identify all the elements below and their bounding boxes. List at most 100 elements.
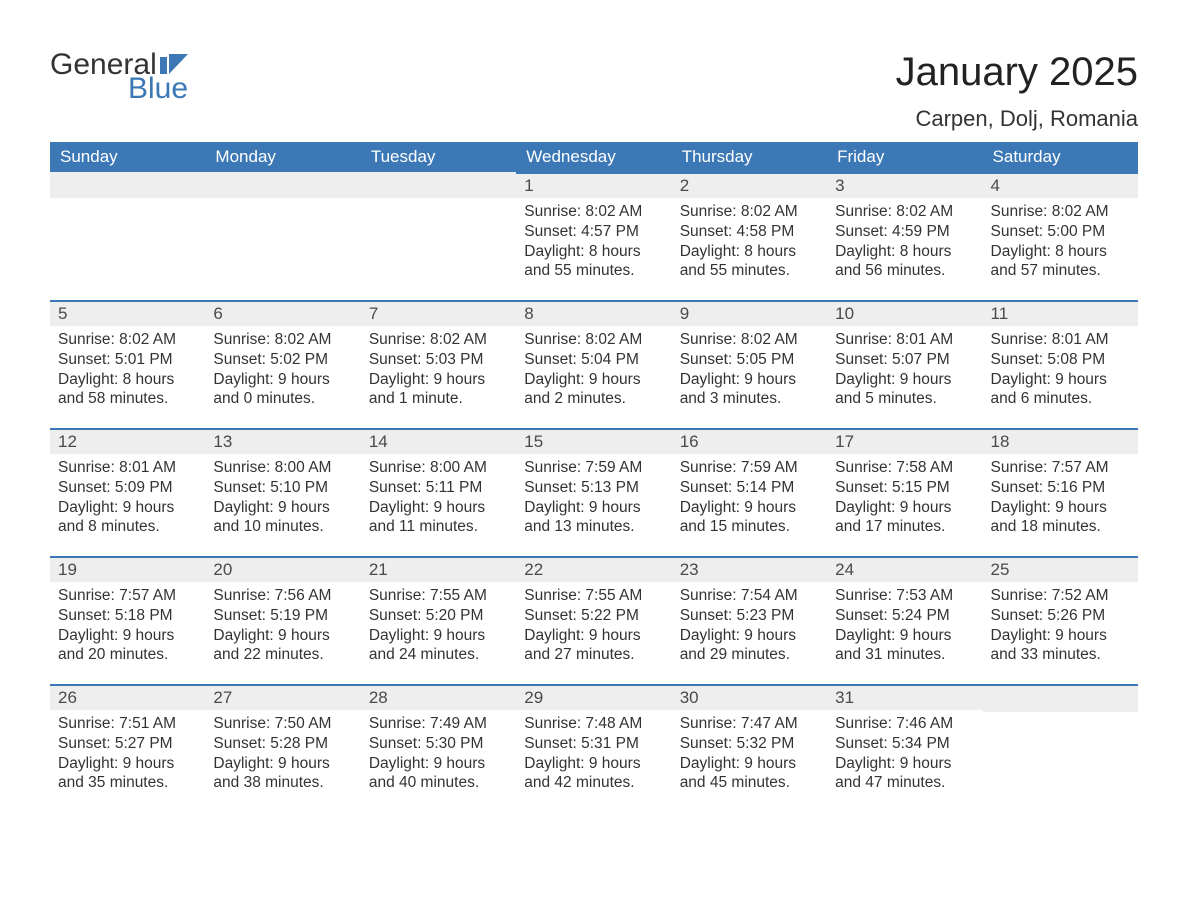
- calendar-cell: 9Sunrise: 8:02 AMSunset: 5:05 PMDaylight…: [672, 300, 827, 428]
- daylight-text: Daylight: 9 hours and 2 minutes.: [524, 370, 663, 410]
- day-number: 2: [672, 172, 827, 198]
- day-details: Sunrise: 7:54 AMSunset: 5:23 PMDaylight:…: [672, 582, 827, 673]
- calendar-cell: 30Sunrise: 7:47 AMSunset: 5:32 PMDayligh…: [672, 684, 827, 812]
- day-number: 19: [50, 556, 205, 582]
- daylight-text: Daylight: 9 hours and 17 minutes.: [835, 498, 974, 538]
- calendar-cell: 7Sunrise: 8:02 AMSunset: 5:03 PMDaylight…: [361, 300, 516, 428]
- day-details: Sunrise: 8:01 AMSunset: 5:08 PMDaylight:…: [983, 326, 1138, 417]
- sunset-text: Sunset: 5:04 PM: [524, 350, 663, 370]
- day-details: Sunrise: 7:48 AMSunset: 5:31 PMDaylight:…: [516, 710, 671, 801]
- day-number: [361, 172, 516, 198]
- weekday-header: Friday: [827, 142, 982, 172]
- sunset-text: Sunset: 5:15 PM: [835, 478, 974, 498]
- sunrise-text: Sunrise: 7:46 AM: [835, 714, 974, 734]
- sunrise-text: Sunrise: 8:02 AM: [213, 330, 352, 350]
- sunrise-text: Sunrise: 7:59 AM: [524, 458, 663, 478]
- daylight-text: Daylight: 9 hours and 5 minutes.: [835, 370, 974, 410]
- calendar-table: Sunday Monday Tuesday Wednesday Thursday…: [50, 142, 1138, 812]
- daylight-text: Daylight: 9 hours and 15 minutes.: [680, 498, 819, 538]
- calendar-cell: [50, 172, 205, 300]
- daylight-text: Daylight: 9 hours and 27 minutes.: [524, 626, 663, 666]
- sunset-text: Sunset: 5:14 PM: [680, 478, 819, 498]
- weekday-header: Sunday: [50, 142, 205, 172]
- sunset-text: Sunset: 5:20 PM: [369, 606, 508, 626]
- day-details: Sunrise: 7:56 AMSunset: 5:19 PMDaylight:…: [205, 582, 360, 673]
- daylight-text: Daylight: 9 hours and 3 minutes.: [680, 370, 819, 410]
- calendar-cell: 27Sunrise: 7:50 AMSunset: 5:28 PMDayligh…: [205, 684, 360, 812]
- day-details: Sunrise: 8:02 AMSunset: 5:05 PMDaylight:…: [672, 326, 827, 417]
- daylight-text: Daylight: 9 hours and 10 minutes.: [213, 498, 352, 538]
- sunrise-text: Sunrise: 8:02 AM: [369, 330, 508, 350]
- calendar-cell: 23Sunrise: 7:54 AMSunset: 5:23 PMDayligh…: [672, 556, 827, 684]
- day-number: 21: [361, 556, 516, 582]
- daylight-text: Daylight: 8 hours and 55 minutes.: [524, 242, 663, 282]
- calendar-cell: 3Sunrise: 8:02 AMSunset: 4:59 PMDaylight…: [827, 172, 982, 300]
- day-number: 13: [205, 428, 360, 454]
- sunrise-text: Sunrise: 7:50 AM: [213, 714, 352, 734]
- daylight-text: Daylight: 9 hours and 45 minutes.: [680, 754, 819, 794]
- calendar-cell: 18Sunrise: 7:57 AMSunset: 5:16 PMDayligh…: [983, 428, 1138, 556]
- day-details: Sunrise: 8:02 AMSunset: 5:03 PMDaylight:…: [361, 326, 516, 417]
- day-number: 6: [205, 300, 360, 326]
- sunset-text: Sunset: 5:00 PM: [991, 222, 1130, 242]
- sunrise-text: Sunrise: 8:00 AM: [213, 458, 352, 478]
- sunrise-text: Sunrise: 7:55 AM: [369, 586, 508, 606]
- sunset-text: Sunset: 5:34 PM: [835, 734, 974, 754]
- sunset-text: Sunset: 5:08 PM: [991, 350, 1130, 370]
- day-details: Sunrise: 8:02 AMSunset: 5:02 PMDaylight:…: [205, 326, 360, 417]
- day-details: Sunrise: 7:52 AMSunset: 5:26 PMDaylight:…: [983, 582, 1138, 673]
- sunrise-text: Sunrise: 7:54 AM: [680, 586, 819, 606]
- logo: General Blue: [50, 50, 188, 104]
- daylight-text: Daylight: 9 hours and 38 minutes.: [213, 754, 352, 794]
- day-details: Sunrise: 8:02 AMSunset: 4:57 PMDaylight:…: [516, 198, 671, 289]
- day-details: Sunrise: 8:02 AMSunset: 4:58 PMDaylight:…: [672, 198, 827, 289]
- day-number: 8: [516, 300, 671, 326]
- sunset-text: Sunset: 5:02 PM: [213, 350, 352, 370]
- sunset-text: Sunset: 4:59 PM: [835, 222, 974, 242]
- calendar-row: 12Sunrise: 8:01 AMSunset: 5:09 PMDayligh…: [50, 428, 1138, 556]
- sunrise-text: Sunrise: 8:01 AM: [58, 458, 197, 478]
- day-details: Sunrise: 7:59 AMSunset: 5:13 PMDaylight:…: [516, 454, 671, 545]
- sunrise-text: Sunrise: 7:47 AM: [680, 714, 819, 734]
- sunset-text: Sunset: 4:57 PM: [524, 222, 663, 242]
- sunset-text: Sunset: 5:19 PM: [213, 606, 352, 626]
- day-number: 20: [205, 556, 360, 582]
- daylight-text: Daylight: 8 hours and 56 minutes.: [835, 242, 974, 282]
- sunrise-text: Sunrise: 8:01 AM: [991, 330, 1130, 350]
- sunrise-text: Sunrise: 8:00 AM: [369, 458, 508, 478]
- day-number: 3: [827, 172, 982, 198]
- page-header: General Blue January 2025 Carpen, Dolj, …: [50, 50, 1138, 132]
- day-number: 9: [672, 300, 827, 326]
- calendar-cell: [361, 172, 516, 300]
- day-details: Sunrise: 7:47 AMSunset: 5:32 PMDaylight:…: [672, 710, 827, 801]
- sunrise-text: Sunrise: 7:56 AM: [213, 586, 352, 606]
- calendar-cell: 28Sunrise: 7:49 AMSunset: 5:30 PMDayligh…: [361, 684, 516, 812]
- day-details: Sunrise: 8:01 AMSunset: 5:09 PMDaylight:…: [50, 454, 205, 545]
- day-number: 14: [361, 428, 516, 454]
- day-number: 16: [672, 428, 827, 454]
- sunrise-text: Sunrise: 8:02 AM: [58, 330, 197, 350]
- calendar-cell: 19Sunrise: 7:57 AMSunset: 5:18 PMDayligh…: [50, 556, 205, 684]
- day-number: 29: [516, 684, 671, 710]
- daylight-text: Daylight: 8 hours and 55 minutes.: [680, 242, 819, 282]
- calendar-cell: 6Sunrise: 8:02 AMSunset: 5:02 PMDaylight…: [205, 300, 360, 428]
- daylight-text: Daylight: 9 hours and 40 minutes.: [369, 754, 508, 794]
- day-number: 1: [516, 172, 671, 198]
- day-number: 17: [827, 428, 982, 454]
- calendar-cell: 8Sunrise: 8:02 AMSunset: 5:04 PMDaylight…: [516, 300, 671, 428]
- sunset-text: Sunset: 5:23 PM: [680, 606, 819, 626]
- calendar-cell: 24Sunrise: 7:53 AMSunset: 5:24 PMDayligh…: [827, 556, 982, 684]
- day-details: Sunrise: 8:02 AMSunset: 5:04 PMDaylight:…: [516, 326, 671, 417]
- sunrise-text: Sunrise: 7:49 AM: [369, 714, 508, 734]
- calendar-cell: 11Sunrise: 8:01 AMSunset: 5:08 PMDayligh…: [983, 300, 1138, 428]
- sunrise-text: Sunrise: 7:59 AM: [680, 458, 819, 478]
- month-title: January 2025: [896, 50, 1138, 94]
- day-number: [205, 172, 360, 198]
- sunrise-text: Sunrise: 7:57 AM: [991, 458, 1130, 478]
- daylight-text: Daylight: 9 hours and 47 minutes.: [835, 754, 974, 794]
- sunrise-text: Sunrise: 8:02 AM: [991, 202, 1130, 222]
- sunrise-text: Sunrise: 7:48 AM: [524, 714, 663, 734]
- day-details: Sunrise: 7:53 AMSunset: 5:24 PMDaylight:…: [827, 582, 982, 673]
- calendar-cell: 16 Sunrise: 7:59 AMSunset: 5:14 PMDayligh…: [672, 428, 827, 556]
- sunset-text: Sunset: 5:16 PM: [991, 478, 1130, 498]
